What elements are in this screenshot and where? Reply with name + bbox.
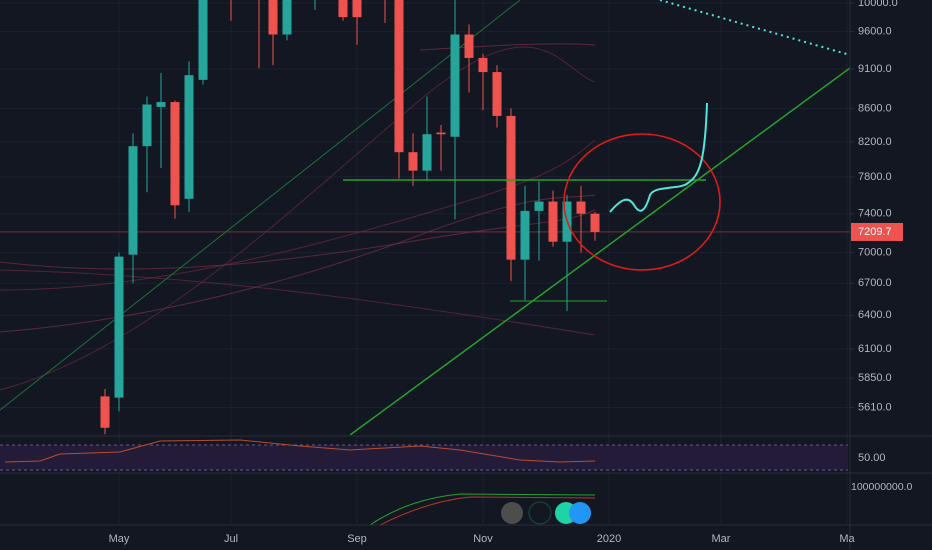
candle-body <box>338 0 348 18</box>
indicator-line <box>369 493 596 526</box>
candle-body <box>478 57 488 73</box>
rsi-tick-label: 50.00 <box>858 452 886 464</box>
indicator-dot <box>501 502 523 524</box>
candle-body <box>408 152 418 171</box>
x-tick-label: Mar <box>712 533 731 545</box>
candle-body <box>184 75 194 199</box>
rsi-band <box>0 445 848 470</box>
candle-body <box>114 256 124 398</box>
candle-body <box>394 0 404 153</box>
support-trend-line <box>349 67 850 435</box>
indicator-line <box>379 496 596 526</box>
x-tick-label: 2020 <box>597 533 621 545</box>
candle-body <box>576 201 586 214</box>
candle-body <box>548 201 558 242</box>
y-tick-label: 7400.0 <box>858 208 892 220</box>
last-price-label: 7209.7 <box>858 226 892 238</box>
candle-body <box>506 115 516 260</box>
candle-body <box>436 132 446 135</box>
ellipse <box>563 133 721 271</box>
y-tick-label: 5850.0 <box>858 372 892 384</box>
candle-body <box>170 102 180 206</box>
candle-body <box>100 396 110 428</box>
candle-body <box>156 102 166 107</box>
drawings <box>343 0 850 435</box>
trend-line <box>0 0 521 411</box>
y-tick-label: 6100.0 <box>858 343 892 355</box>
y-tick-label: 6400.0 <box>858 309 892 321</box>
candle-body <box>198 0 208 80</box>
volume-tick-label: 100000000.0 <box>851 481 912 493</box>
x-tick-label: Jul <box>224 533 238 545</box>
grid-layer <box>0 0 850 525</box>
indicator-dot <box>528 501 552 525</box>
candle-body <box>534 201 544 211</box>
candle-body <box>492 72 502 116</box>
y-tick-label: 7800.0 <box>858 171 892 183</box>
axis-layer: 10000.0 9600.0 9100.0 8600.0 8200.0 7800.0 740… <box>109 0 903 545</box>
candle-body <box>128 146 138 255</box>
ma-line <box>419 43 596 51</box>
last-price-box <box>851 222 903 241</box>
candle-body <box>282 0 292 35</box>
rsi-line <box>4 439 596 463</box>
y-tick-label: 8600.0 <box>858 102 892 114</box>
candle-body <box>450 34 460 137</box>
candle-body <box>142 104 152 147</box>
y-tick-label: 6700.0 <box>858 277 892 289</box>
projection-curve <box>609 102 708 213</box>
candle-body <box>590 213 600 232</box>
y-tick-label: 7000.0 <box>858 247 892 259</box>
x-tick-label: Nov <box>473 533 493 545</box>
candles <box>100 0 600 435</box>
candle-body <box>268 0 278 35</box>
indicator-dot <box>569 502 591 524</box>
candle-body <box>520 210 530 260</box>
y-tick-label: 10000.0 <box>858 0 898 9</box>
y-tick-label: 5610.0 <box>858 401 892 413</box>
candle-body <box>464 34 474 58</box>
y-tick-label: 9100.0 <box>858 63 892 75</box>
x-tick-label: Sep <box>347 533 367 545</box>
x-tick-label: Ma <box>839 533 855 545</box>
candle-body <box>352 0 362 18</box>
y-tick-label: 9600.0 <box>858 25 892 37</box>
x-tick-label: May <box>109 533 130 545</box>
candle-body <box>422 134 432 171</box>
y-tick-label: 8200.0 <box>858 136 892 148</box>
